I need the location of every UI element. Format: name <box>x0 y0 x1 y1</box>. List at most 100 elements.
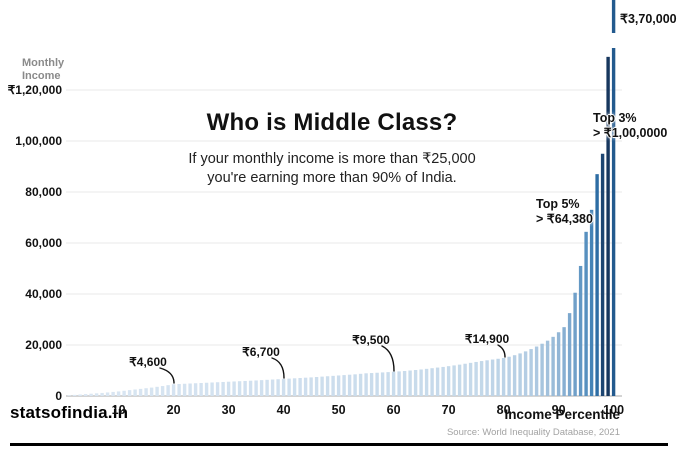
bar-p87 <box>540 343 544 396</box>
bar-p49 <box>331 375 335 396</box>
bar-p80 <box>501 358 506 396</box>
bar-p84 <box>523 351 528 396</box>
bar-p21 <box>177 384 181 396</box>
bar-p68 <box>435 367 440 396</box>
bar-p4 <box>83 394 88 396</box>
bar-p63 <box>408 370 412 396</box>
bar-p76 <box>479 361 484 396</box>
bar-p81 <box>507 356 511 396</box>
bar-p70 <box>446 366 451 396</box>
bar-p20 <box>171 384 176 396</box>
y-tick-label-0: 0 <box>55 389 62 403</box>
bar-p40 <box>281 378 286 396</box>
annotation-p40: ₹6,700 <box>242 345 280 359</box>
bar-p5 <box>89 393 93 396</box>
callout-top3: Top 3% > ₹1,00,0000 <box>593 111 667 141</box>
callout-top5: Top 5% > ₹64,380 <box>536 197 593 227</box>
bar-p56 <box>369 373 374 396</box>
x-tick-label-80: 80 <box>496 403 511 417</box>
bar-p94 <box>578 265 583 396</box>
bar-p75 <box>474 361 478 396</box>
bar-p28 <box>215 382 220 396</box>
bar-p83 <box>518 353 522 396</box>
bar-p13 <box>133 389 137 396</box>
x-tick-label-60: 60 <box>386 403 401 417</box>
bar-p41 <box>287 378 291 396</box>
bar-p26 <box>204 382 209 396</box>
bar-p23 <box>188 383 192 396</box>
bar-p58 <box>380 372 385 396</box>
y-axis-title-line1: Monthly <box>22 57 65 69</box>
bar-p38 <box>270 379 275 396</box>
bar-p98 <box>600 153 605 396</box>
bar-p33 <box>243 380 247 396</box>
bar-p22 <box>182 383 187 396</box>
bar-p72 <box>457 364 462 396</box>
bar-p78 <box>490 359 495 396</box>
annotation-p80: ₹14,900 <box>464 332 510 346</box>
subtitle-line2: you're earning more than 90% of India. <box>207 170 457 186</box>
bar-p24 <box>193 383 198 396</box>
bar-p71 <box>452 365 456 396</box>
bar-p66 <box>424 368 429 396</box>
bar-p96 <box>589 209 594 396</box>
bar-p67 <box>430 368 434 396</box>
bar-p51 <box>342 375 346 396</box>
bar-p29 <box>221 381 225 396</box>
annotation-p60: ₹9,500 <box>352 333 390 347</box>
bar-p7 <box>100 392 104 396</box>
bar-p39 <box>276 379 280 396</box>
bar-p77 <box>485 360 489 396</box>
x-tick-label-20: 20 <box>166 403 181 417</box>
y-tick-label-100000: 1,00,000 <box>15 134 62 148</box>
bar-p79 <box>496 358 500 396</box>
bar-p14 <box>138 388 143 396</box>
bar-p59 <box>386 372 390 396</box>
bar-p65 <box>419 369 423 396</box>
bar-p16 <box>149 387 154 396</box>
y-tick-label-40000: 40,000 <box>25 287 62 301</box>
bar-p64 <box>413 369 418 396</box>
y-axis-title: Monthly Income <box>22 57 64 82</box>
y-tick-label-120000: ₹1,20,000 <box>7 83 62 97</box>
bar-p11 <box>122 390 126 396</box>
bar-p17 <box>155 386 159 396</box>
bar-p10 <box>116 391 121 396</box>
y-tick-label-20000: 20,000 <box>25 338 62 352</box>
bar-p15 <box>144 388 148 396</box>
bar-p92 <box>567 313 572 396</box>
bar-p60 <box>391 371 396 396</box>
bar-p69 <box>441 366 445 396</box>
bar-p55 <box>364 373 368 396</box>
callout-top3-title: Top 3% <box>593 111 637 125</box>
bar-p88 <box>545 340 550 396</box>
bar-p43 <box>298 377 302 396</box>
bar-p91 <box>562 327 566 396</box>
annotation-p20: ₹4,600 <box>129 355 167 369</box>
branding-statsofindia: statsofindia.in <box>10 403 129 422</box>
bar-p46 <box>314 377 319 396</box>
bar-p97 <box>595 174 599 396</box>
callout-top5-title: Top 5% <box>536 197 580 211</box>
bar-p31 <box>232 381 236 396</box>
bar-p8 <box>105 392 110 396</box>
source-credit: Source: World Inequality Database, 2021 <box>446 427 620 438</box>
x-tick-label-40: 40 <box>276 403 291 417</box>
bar-p18 <box>160 386 165 396</box>
bar-p35 <box>254 380 258 396</box>
bar-p36 <box>259 380 264 396</box>
bar-p37 <box>265 379 269 396</box>
max-bar-value-label: ₹3,70,000 <box>620 12 677 26</box>
annotation-connector-4 <box>497 344 506 358</box>
bar-p12 <box>127 390 132 396</box>
x-tick-label-10: 10 <box>111 403 126 417</box>
y-axis-title-line2: Income <box>22 69 61 82</box>
bar-p25 <box>199 382 203 396</box>
bar-p27 <box>210 382 214 396</box>
callout-top5-value: > ₹64,380 <box>536 212 593 226</box>
bar-p53 <box>353 374 357 396</box>
bar-p95 <box>584 231 588 396</box>
bottom-divider <box>10 443 668 446</box>
